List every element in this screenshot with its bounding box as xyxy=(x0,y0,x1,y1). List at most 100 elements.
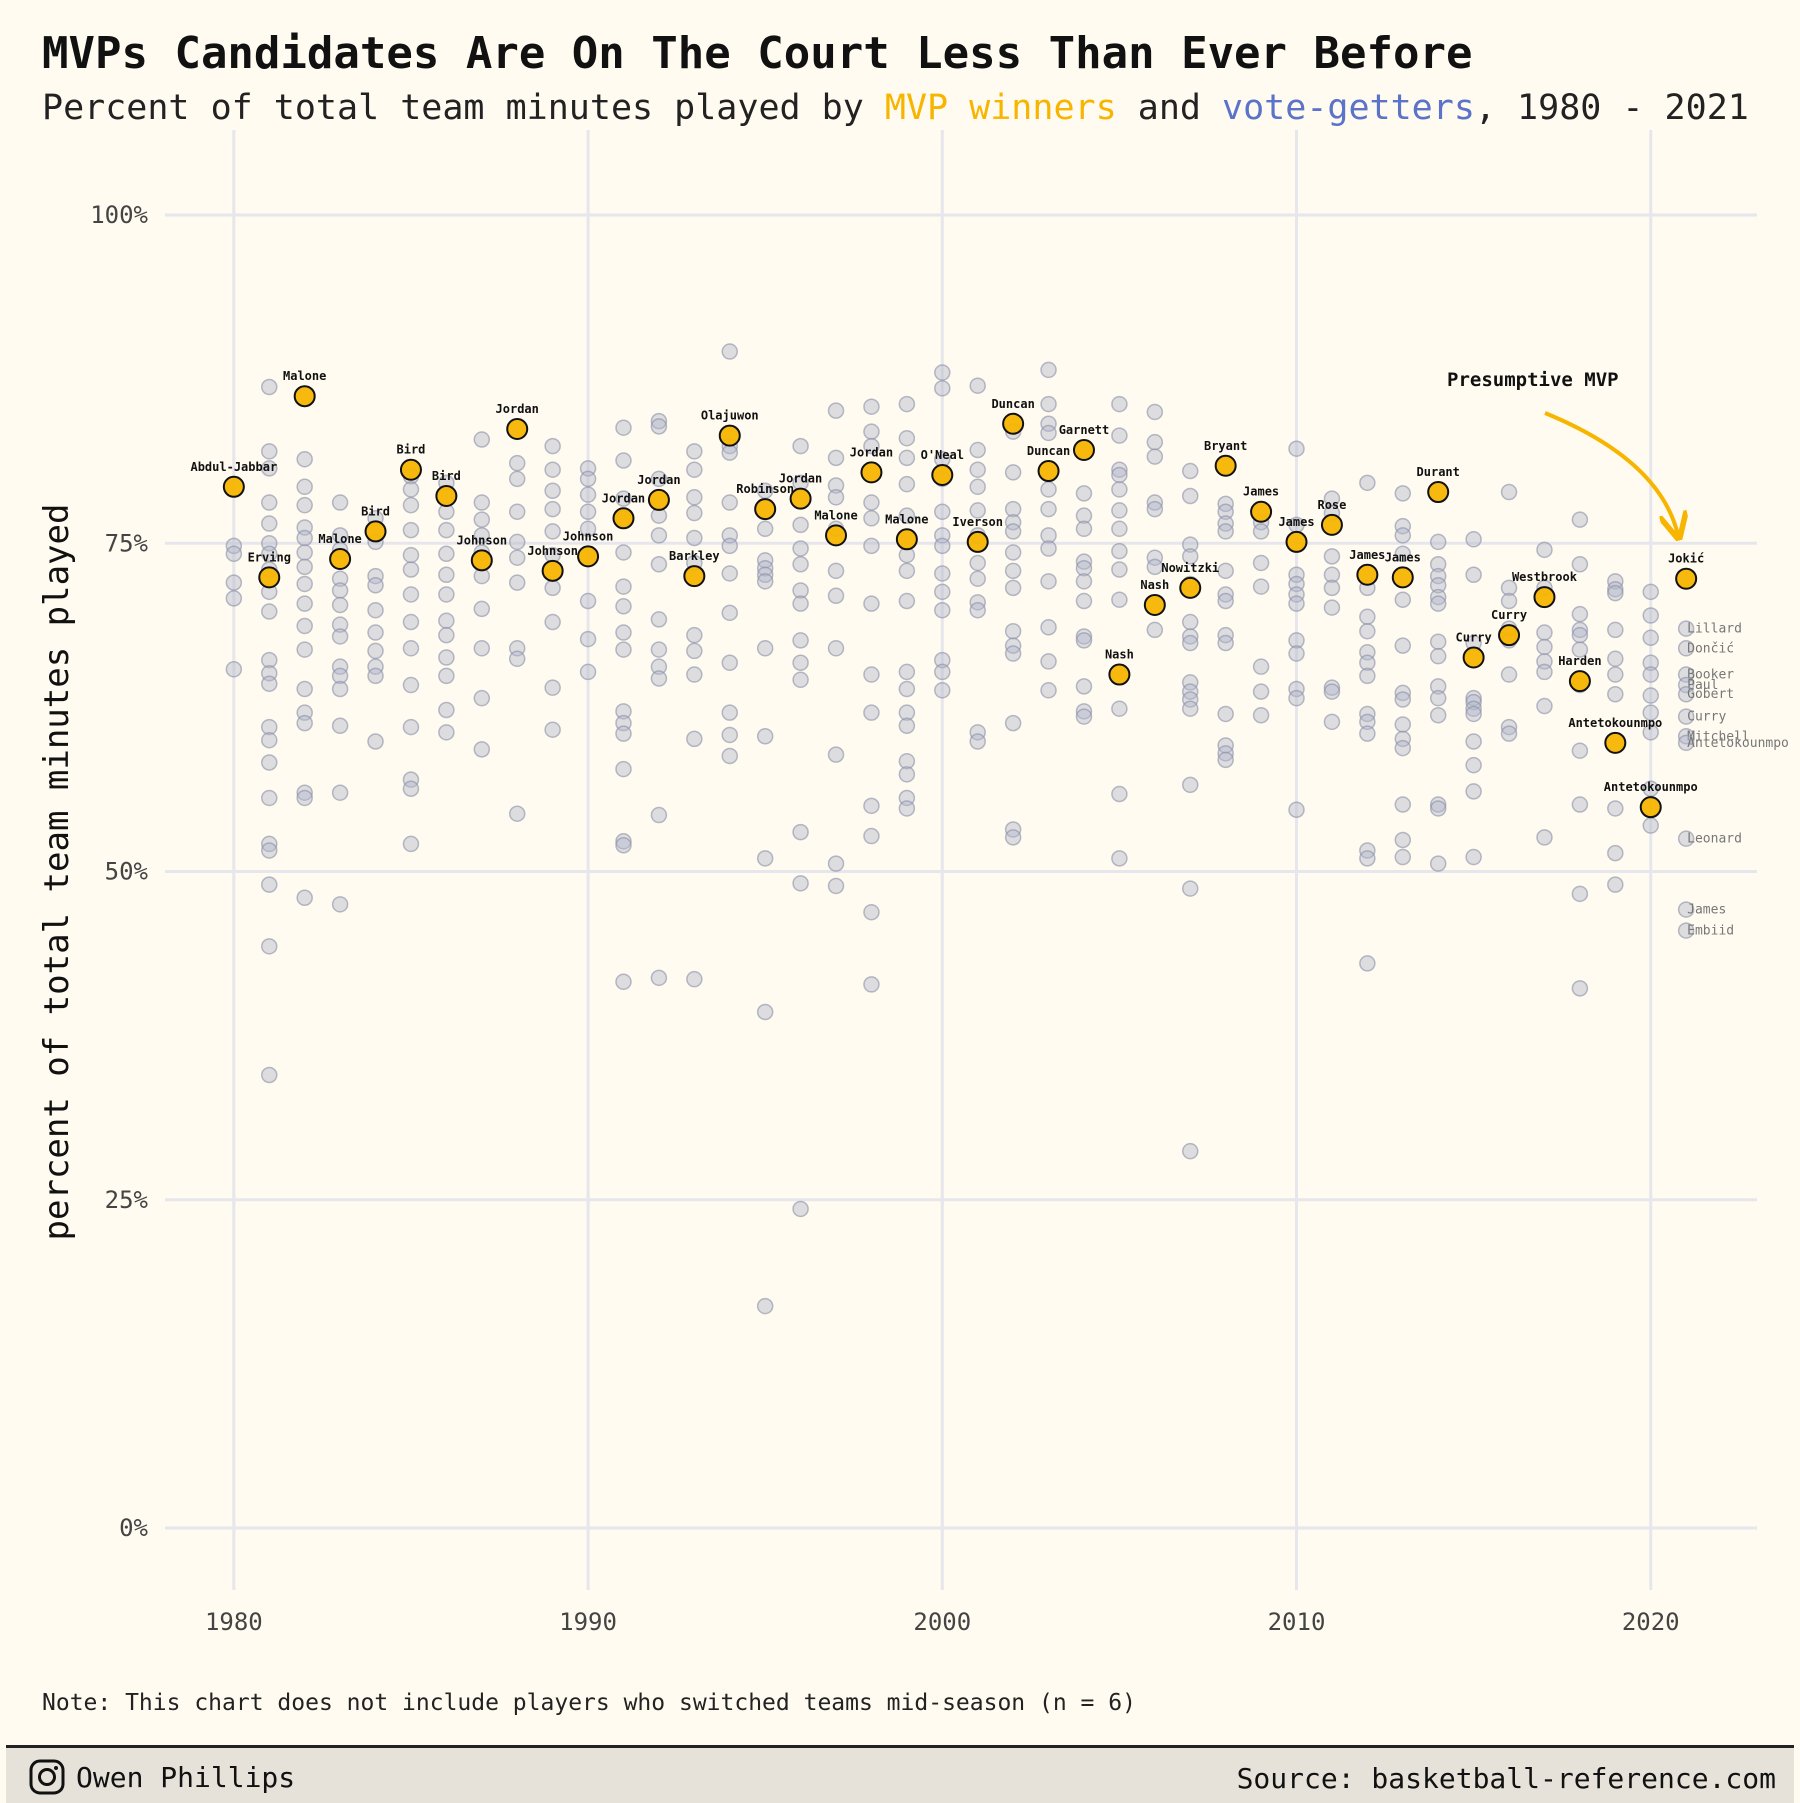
vote-getter-point xyxy=(473,431,491,448)
vote-getter-point xyxy=(1252,683,1270,700)
mvp-winner-point xyxy=(931,463,954,486)
vote-getter-point xyxy=(1465,756,1482,774)
vote-getter-point xyxy=(331,667,349,685)
vote-getter-point xyxy=(969,478,986,496)
vote-getter-point xyxy=(402,835,420,853)
vote-getter-point xyxy=(1642,704,1659,721)
vote-getter-point xyxy=(721,444,739,461)
vote-getter-point xyxy=(1075,708,1093,725)
vote-getter-point xyxy=(508,503,526,520)
vote-getter-point xyxy=(1004,500,1022,518)
vote-getter-point xyxy=(898,592,916,610)
vote-getter-point xyxy=(1607,580,1624,598)
candidate-2021-label: Paul xyxy=(1687,678,1718,693)
vote-getter-point xyxy=(792,654,809,671)
vote-getter-point xyxy=(827,640,845,657)
vote-getter-point xyxy=(863,595,880,612)
vote-getter-point xyxy=(756,1297,774,1315)
vote-getter-point xyxy=(473,600,491,618)
grid-lines xyxy=(165,130,1757,1590)
vote-getter-point xyxy=(898,507,916,524)
candidate-2021-point xyxy=(1677,734,1695,752)
vote-getter-point xyxy=(1394,730,1412,748)
vote-getter-point xyxy=(756,728,774,745)
vote-getter-point xyxy=(827,746,845,763)
mvp-winner-point xyxy=(329,548,352,571)
vote-getter-point xyxy=(1394,517,1412,535)
mvp-winner-point xyxy=(1072,439,1095,462)
vote-getter-point xyxy=(650,670,668,687)
vote-getter-point xyxy=(721,537,739,555)
mvp-winner-point xyxy=(222,475,245,498)
vote-getter-point xyxy=(261,835,278,853)
vote-getter-point xyxy=(1571,621,1589,639)
vote-getter-point xyxy=(1111,466,1128,484)
vote-getter-point xyxy=(1146,621,1164,639)
vote-getter-point xyxy=(1217,586,1234,603)
vote-getter-point xyxy=(1429,556,1447,573)
vote-getter-point xyxy=(296,478,313,496)
vote-getter-point xyxy=(367,577,384,594)
vote-getter-point xyxy=(261,443,278,460)
vote-getter-point xyxy=(827,587,845,605)
vote-getter-point xyxy=(1040,395,1057,413)
vote-getter-point xyxy=(1288,689,1305,707)
vote-getter-point xyxy=(615,598,632,615)
vote-getter-point xyxy=(792,875,809,892)
vote-getter-point xyxy=(1429,796,1447,813)
vote-getter-point xyxy=(1040,573,1057,590)
vote-getter-point xyxy=(934,364,951,381)
vote-getter-point xyxy=(615,544,632,561)
vote-getter-point xyxy=(650,418,668,435)
vote-getter-point xyxy=(1607,800,1624,817)
vote-getter-point xyxy=(331,896,349,913)
vote-getter-point xyxy=(721,604,739,622)
vote-getter-point xyxy=(1607,876,1624,893)
vote-getter-point xyxy=(1111,542,1128,560)
mvp-winner-point xyxy=(364,520,387,543)
mvp-winner-label: Olajuwon xyxy=(701,409,759,423)
vote-getter-point xyxy=(1181,613,1199,631)
vote-getter-point xyxy=(1323,548,1341,565)
vote-getter-point xyxy=(1465,705,1482,723)
vote-getter-point xyxy=(1075,573,1093,590)
candidate-2021-point xyxy=(1677,901,1695,918)
mvp-winner-point xyxy=(1675,567,1698,590)
vote-getter-point xyxy=(261,718,278,736)
vote-getter-point xyxy=(1359,955,1376,972)
vote-getter-point xyxy=(686,666,703,683)
mvp-winner-label: Malone xyxy=(318,532,361,546)
candidate-2021-label: Gobert xyxy=(1687,687,1734,702)
y-tick-label: 0% xyxy=(119,1514,148,1542)
vote-getter-point xyxy=(331,582,349,599)
mvp-winner-point xyxy=(1427,481,1450,504)
vote-getter-point xyxy=(1571,980,1589,997)
vote-getter-point xyxy=(1004,464,1022,481)
vote-getter-point xyxy=(261,1066,278,1084)
vote-getter-point xyxy=(1181,700,1199,717)
vote-getter-point xyxy=(1040,540,1057,557)
vote-getter-point xyxy=(508,650,526,668)
candidate-2021-label: Curry xyxy=(1687,710,1726,725)
vote-getter-point xyxy=(1642,654,1659,671)
vote-getter-point xyxy=(1111,395,1128,413)
vote-getter-point xyxy=(1465,693,1482,711)
mvp-winner-label: Jordan xyxy=(637,473,680,487)
subtitle-vote-getters: vote-getters xyxy=(1222,88,1475,128)
vote-getter-point xyxy=(934,565,951,582)
vote-getter-point xyxy=(402,546,420,564)
vote-getter-point xyxy=(827,562,845,580)
vote-getter-point xyxy=(1075,507,1093,524)
vote-getter-point xyxy=(863,398,880,415)
candidate-2021-point xyxy=(1677,620,1695,637)
vote-getter-point xyxy=(331,784,349,801)
vote-getter-point xyxy=(650,412,668,430)
vote-getter-point xyxy=(650,556,668,573)
vote-getter-point xyxy=(1111,520,1128,538)
vote-getter-point xyxy=(296,529,313,547)
vote-getter-point xyxy=(1359,713,1376,731)
vote-getter-point xyxy=(296,450,313,468)
vote-getter-point xyxy=(1040,682,1057,699)
vote-getter-point xyxy=(1146,403,1164,421)
mvp-winner-label: Bryant xyxy=(1204,439,1247,453)
